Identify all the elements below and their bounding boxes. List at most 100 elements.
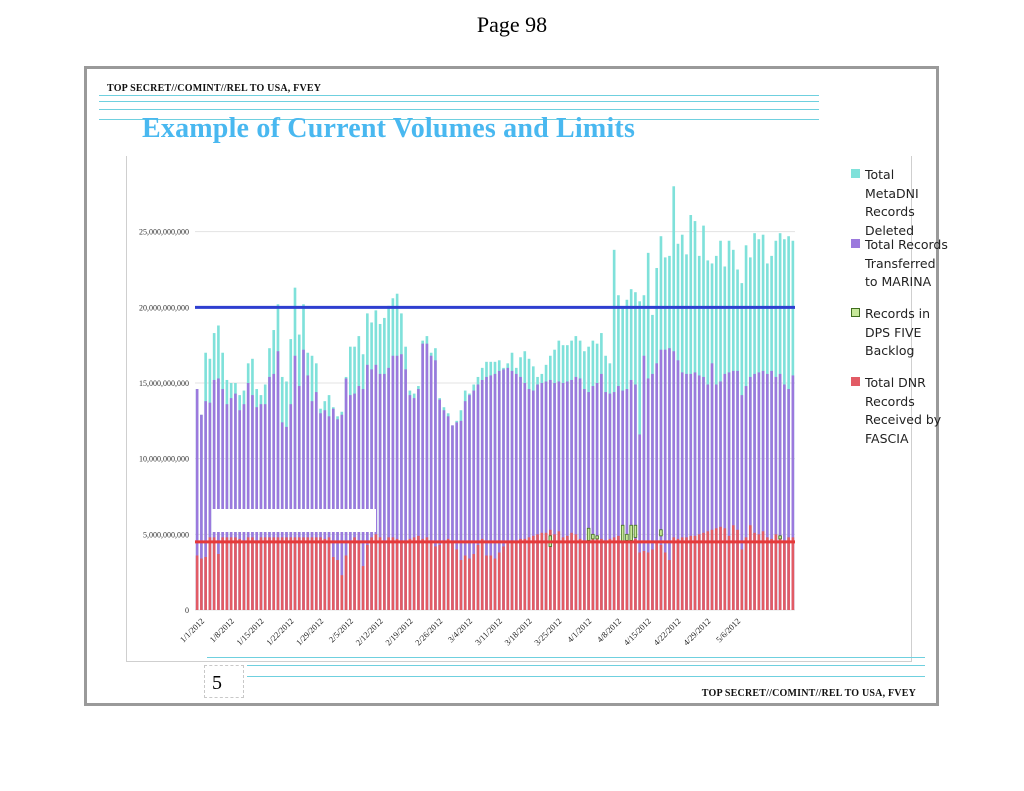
- x-tick-label: 1/1/2012: [178, 616, 206, 644]
- x-tick-label: 1/8/2012: [207, 616, 235, 644]
- bar-transferred: [753, 373, 756, 610]
- bar-transferred: [349, 395, 352, 610]
- bar-backlog: [659, 529, 663, 537]
- bar-received: [344, 555, 348, 610]
- bar-received: [566, 535, 569, 610]
- redaction-box: [212, 509, 376, 532]
- y-tick-label: 15,000,000,000: [139, 379, 189, 388]
- x-tick-label: 2/26/2012: [413, 616, 444, 647]
- bar-transferred: [204, 401, 207, 610]
- bar-received: [489, 555, 493, 610]
- bar-transferred: [434, 360, 437, 610]
- bar-transferred: [314, 392, 318, 610]
- bar-received: [514, 541, 518, 610]
- bar-transferred: [208, 402, 212, 610]
- bar-transferred: [519, 376, 522, 610]
- bar-received: [791, 537, 795, 610]
- bar-transferred: [651, 373, 654, 610]
- divider-rule: [247, 676, 925, 677]
- bar-transferred: [642, 355, 646, 610]
- bar-transferred: [429, 355, 433, 610]
- bar-transferred: [255, 407, 259, 610]
- bar-received: [625, 540, 629, 610]
- bar-transferred: [706, 384, 710, 610]
- bar-received: [774, 534, 778, 610]
- bar-received: [736, 529, 739, 610]
- bar-received: [663, 552, 667, 610]
- bar-received: [242, 541, 246, 610]
- bar-received: [651, 549, 654, 610]
- bar-received: [557, 531, 561, 610]
- bar-transferred: [289, 404, 293, 610]
- bar-received: [638, 552, 641, 610]
- bar-received: [208, 537, 212, 610]
- bar-received: [766, 537, 769, 610]
- bar-transferred: [502, 369, 505, 610]
- bar-received: [225, 537, 229, 610]
- bar-transferred: [625, 389, 629, 610]
- bar-transferred: [566, 381, 569, 610]
- bar-transferred: [374, 364, 378, 610]
- legend-label: Total Records Transferred to MARINA: [865, 237, 948, 289]
- bar-transferred: [634, 384, 637, 610]
- bar-transferred: [612, 392, 616, 610]
- bar-transferred: [302, 349, 305, 610]
- bar-received: [689, 535, 693, 610]
- bar-transferred: [459, 420, 463, 610]
- bar-transferred: [212, 379, 216, 610]
- bar-received: [319, 537, 322, 610]
- bar-received: [472, 554, 476, 610]
- bar-received: [783, 540, 786, 610]
- bar-transferred: [455, 422, 459, 610]
- bar-transferred: [604, 392, 607, 610]
- bar-received: [634, 538, 637, 610]
- bar-received: [361, 566, 365, 610]
- bar-transferred: [361, 389, 365, 610]
- legend-swatch-transferred: [851, 239, 860, 248]
- bar-received: [412, 537, 416, 610]
- bar-received: [621, 537, 624, 610]
- bar-transferred: [412, 398, 416, 610]
- x-tick-label: 1/15/2012: [234, 616, 265, 647]
- bar-received: [217, 554, 220, 610]
- bar-transferred: [391, 355, 395, 610]
- x-tick-label: 3/4/2012: [446, 616, 474, 644]
- bar-received: [408, 538, 412, 610]
- bar-received: [659, 544, 663, 610]
- bar-transferred: [685, 373, 688, 610]
- bar-received: [744, 537, 748, 610]
- bar-transferred: [417, 389, 420, 610]
- bar-transferred: [200, 414, 203, 610]
- bar-received: [221, 537, 224, 610]
- bar-received: [280, 537, 284, 610]
- bar-transferred: [629, 379, 633, 610]
- bar-transferred: [646, 378, 650, 610]
- bar-received: [293, 537, 297, 610]
- bar-received: [251, 537, 254, 610]
- bar-transferred: [778, 373, 782, 610]
- bar-received: [463, 555, 467, 610]
- bar-backlog: [586, 527, 591, 541]
- bar-transferred: [578, 378, 582, 610]
- bar-received: [655, 541, 659, 610]
- legend-label: Records in DPS FIVE Backlog: [865, 306, 931, 358]
- bar-received: [353, 537, 356, 610]
- classification-banner-top: TOP SECRET//COMINT//REL TO USA, FVEY: [107, 83, 322, 94]
- x-tick-label: 4/29/2012: [681, 616, 712, 647]
- bar-received: [493, 558, 497, 610]
- bar-transferred: [387, 367, 390, 610]
- bar-transferred: [523, 383, 527, 610]
- bar-backlog: [591, 533, 595, 540]
- bar-transferred: [259, 404, 263, 610]
- bar-transferred: [451, 425, 454, 610]
- x-tick-label: 1/22/2012: [264, 616, 295, 647]
- bar-transferred: [693, 372, 697, 610]
- bar-transferred: [268, 376, 271, 610]
- bar-transferred: [727, 372, 731, 610]
- bar-transferred: [655, 363, 659, 610]
- bar-transferred: [783, 384, 786, 610]
- bar-transferred: [404, 369, 407, 610]
- bar-received: [310, 537, 314, 610]
- x-tick-label: 3/25/2012: [532, 616, 563, 647]
- bar-transferred: [638, 434, 641, 610]
